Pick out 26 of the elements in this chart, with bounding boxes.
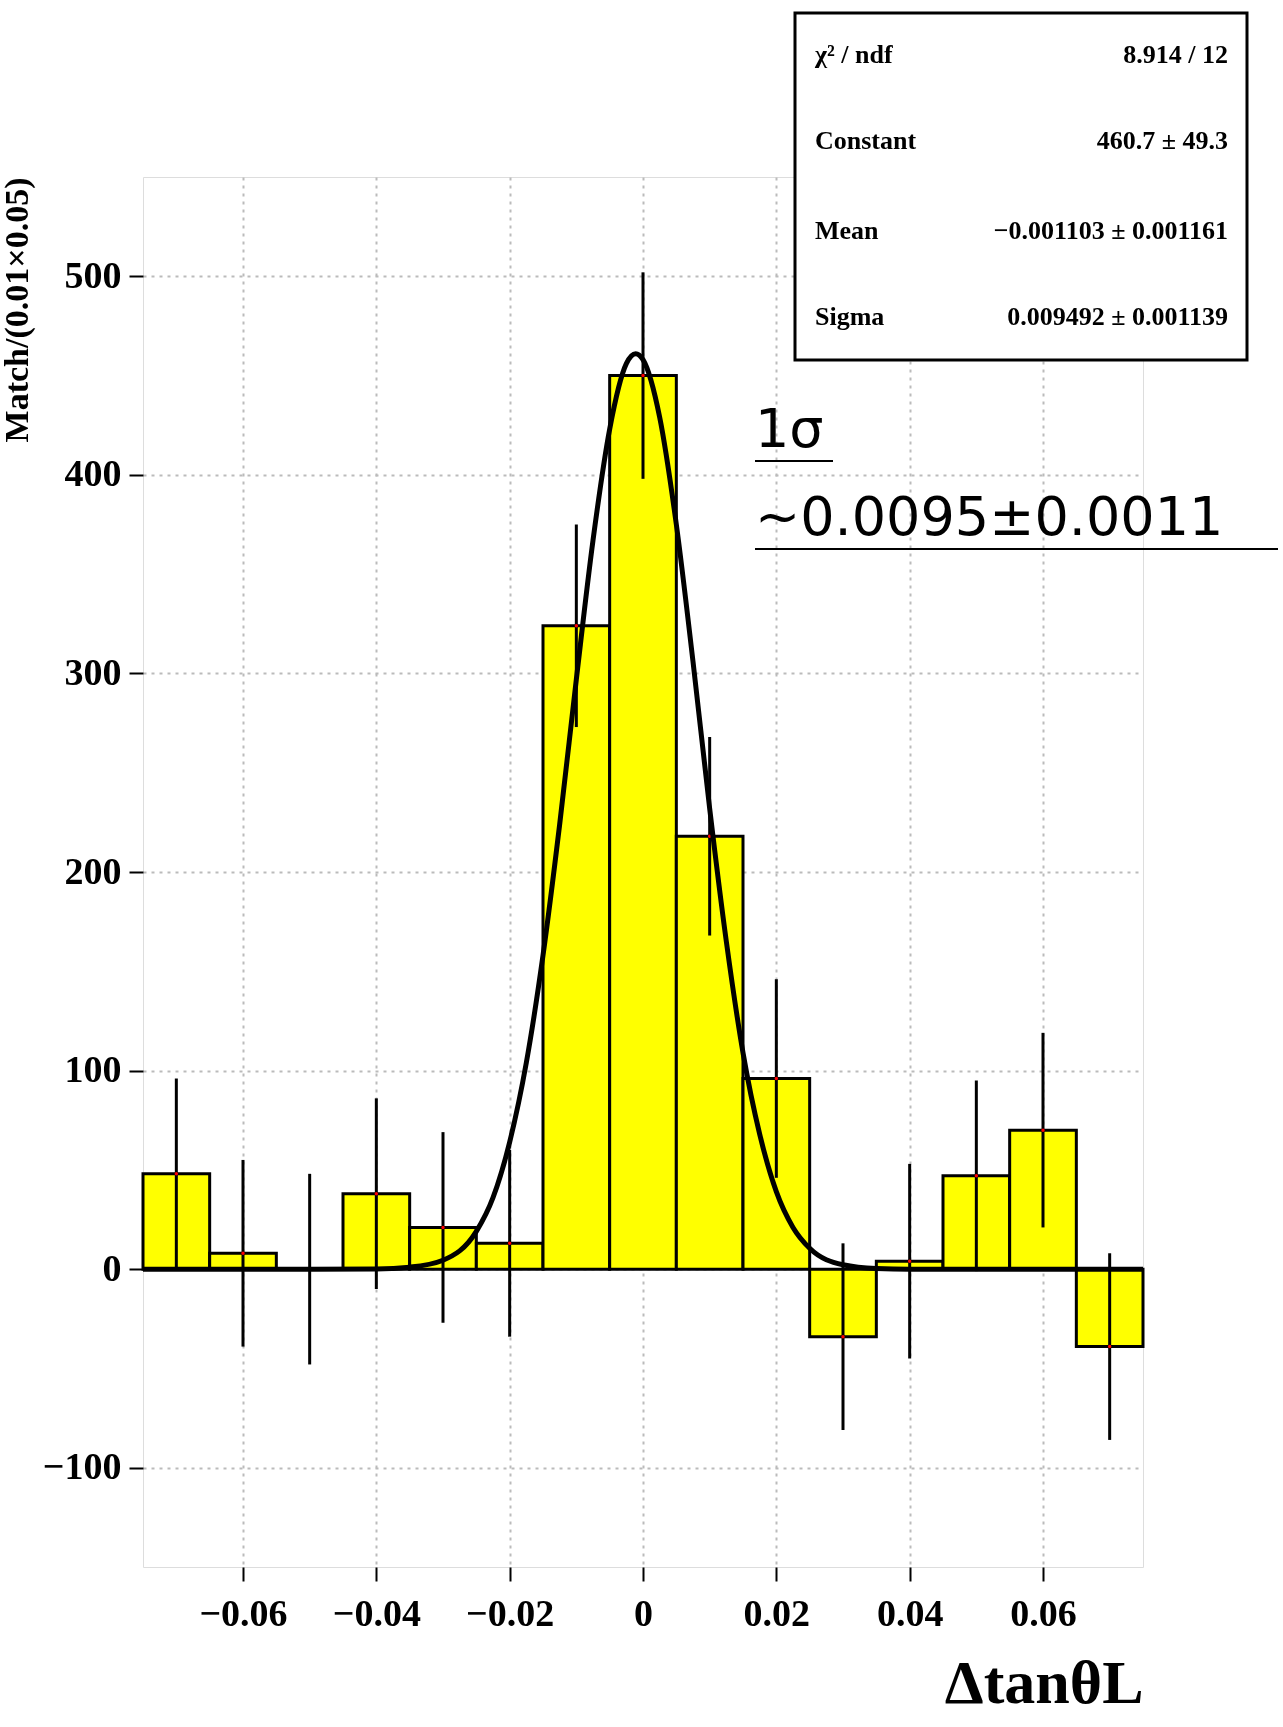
x-tick-label: −0.02	[466, 1591, 555, 1634]
text: 460.7 ± 49.3	[1096, 126, 1228, 155]
x-tick-label: 0.02	[743, 1591, 811, 1634]
text: Constant	[815, 126, 917, 155]
x-axis-title: ΔtanθL	[944, 1647, 1144, 1716]
text: 8.914 / 12	[1123, 40, 1228, 69]
annotation: 1σ	[755, 397, 824, 460]
y-tick-label: 200	[64, 849, 122, 892]
annotation: ~0.0095±0.0011	[755, 485, 1224, 548]
y-tick-label: 100	[64, 1048, 122, 1091]
x-tick-label: 0.04	[876, 1591, 944, 1634]
annotation: Sigma	[815, 302, 885, 331]
x-tick-label: 0	[634, 1591, 653, 1634]
annotation: Mean	[815, 216, 880, 245]
y-tick-label: 500	[64, 253, 122, 296]
annotation: 0.009492 ± 0.001139	[1007, 302, 1228, 331]
y-tick-label: 300	[64, 650, 122, 693]
y-axis-title: Match/(0.01×0.05)	[0, 177, 36, 443]
y-tick-label: 0	[102, 1246, 122, 1289]
annotation: −0.001103 ± 0.001161	[993, 216, 1228, 245]
x-tick-label: 0.06	[1010, 1591, 1077, 1634]
x-tick-label: −0.06	[199, 1591, 288, 1634]
y-tick-label: −100	[42, 1445, 122, 1488]
x-tick-label: −0.04	[332, 1591, 421, 1634]
text: χ² / ndf	[814, 40, 893, 69]
y-tick-label: 400	[64, 452, 122, 495]
